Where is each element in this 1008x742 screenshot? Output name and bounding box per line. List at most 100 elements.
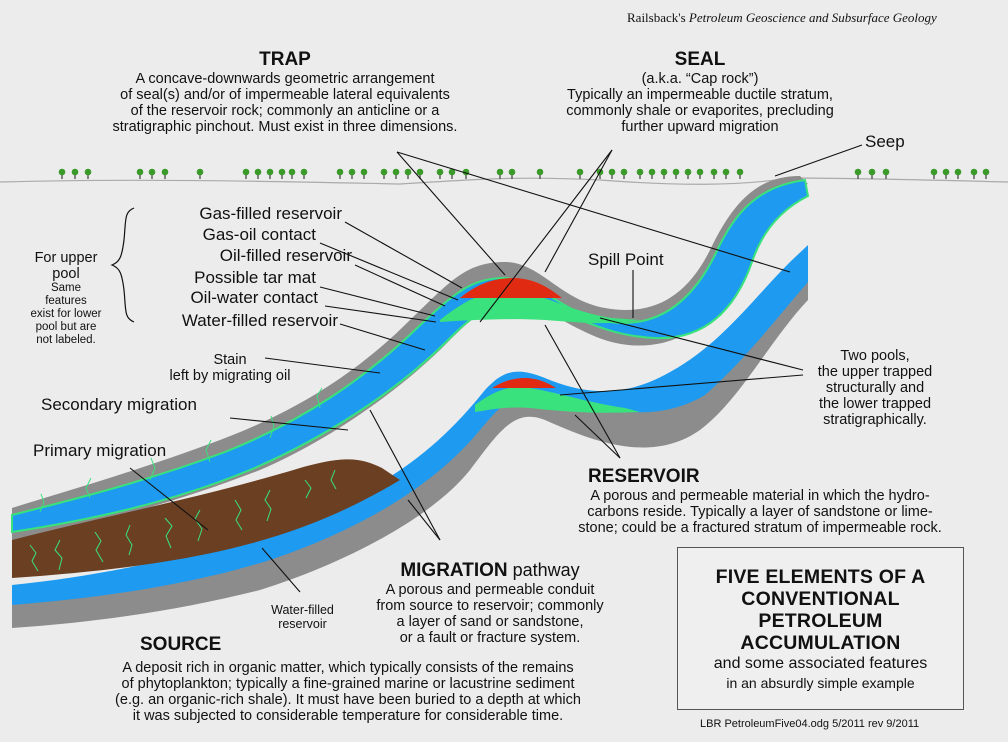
stain-line: left by migrating oil bbox=[169, 368, 291, 384]
tree-trunk bbox=[933, 174, 935, 179]
tree-crown bbox=[360, 168, 368, 176]
tree-crown bbox=[196, 168, 204, 176]
tree-trunk bbox=[579, 174, 581, 179]
trap-line: of seal(s) and/or of impermeable lateral… bbox=[120, 87, 450, 103]
seep-label: Seep bbox=[865, 132, 905, 151]
tree-crown bbox=[636, 168, 644, 176]
tree-crown bbox=[736, 168, 744, 176]
tree-crown bbox=[348, 168, 356, 176]
migration-line: or a fault or fracture system. bbox=[399, 630, 581, 646]
tree-crown bbox=[942, 168, 950, 176]
upper-pool-note-line: features bbox=[45, 295, 87, 307]
tree-trunk bbox=[639, 174, 641, 179]
credit-author: Railsback's bbox=[627, 10, 686, 25]
source-heading: SOURCE bbox=[140, 634, 222, 655]
seal-heading: SEAL bbox=[674, 49, 726, 70]
stain-label: Stain left by migrating oil bbox=[135, 352, 325, 384]
upper-pool-title: pool bbox=[52, 266, 80, 282]
migration-heading: MIGRATION bbox=[400, 560, 508, 581]
upper-pool-note: For upper pool Same features exist for l… bbox=[18, 250, 114, 347]
tree-trunk bbox=[871, 174, 873, 179]
tree-trunk bbox=[363, 174, 365, 179]
tree-trunk bbox=[199, 174, 201, 179]
spill-point-label: Spill Point bbox=[588, 250, 664, 269]
feature-gas-oil-contact: Gas-oil contact bbox=[202, 225, 316, 244]
tree-crown bbox=[266, 168, 274, 176]
leader-lines bbox=[129, 144, 863, 593]
tree-crown bbox=[620, 168, 628, 176]
reservoir-heading: RESERVOIR bbox=[588, 466, 700, 487]
tree-trunk bbox=[419, 174, 421, 179]
source-rock-layer bbox=[12, 459, 400, 578]
tree-trunk bbox=[739, 174, 741, 179]
tree-trunk bbox=[957, 174, 959, 179]
tree-trunk bbox=[164, 174, 166, 179]
tree-crown bbox=[136, 168, 144, 176]
two-pools-label: Two pools, the upper trapped structurall… bbox=[790, 348, 960, 428]
tree-trunk bbox=[451, 174, 453, 179]
two-pools-line: the upper trapped bbox=[817, 364, 933, 380]
tree-crown bbox=[58, 168, 66, 176]
tree-trunk bbox=[465, 174, 467, 179]
surface-trees bbox=[58, 168, 990, 179]
secondary-migration-label: Secondary migration bbox=[41, 395, 197, 414]
tree-trunk bbox=[269, 174, 271, 179]
upper-pool-note-line: Same bbox=[50, 282, 82, 294]
reservoir-block: RESERVOIR A porous and permeable materia… bbox=[540, 466, 980, 536]
gas-cap-lower bbox=[492, 378, 556, 388]
migration-line: a layer of sand or sandstone, bbox=[396, 614, 584, 630]
tree-crown bbox=[648, 168, 656, 176]
tree-trunk bbox=[139, 174, 141, 179]
tree-crown bbox=[722, 168, 730, 176]
tree-crown bbox=[982, 168, 990, 176]
tree-trunk bbox=[383, 174, 385, 179]
tree-crown bbox=[336, 168, 344, 176]
tree-trunk bbox=[281, 174, 283, 179]
trap-heading: TRAP bbox=[259, 49, 311, 70]
migration-block: MIGRATION pathway A porous and permeable… bbox=[350, 560, 630, 646]
trap-line: A concave-downwards geometric arrangemen… bbox=[135, 71, 435, 87]
tree-trunk bbox=[511, 174, 513, 179]
tree-crown bbox=[392, 168, 400, 176]
tree-crown bbox=[404, 168, 412, 176]
tree-crown bbox=[416, 168, 424, 176]
reservoir-layer-upper bbox=[11, 178, 810, 534]
tree-crown bbox=[608, 168, 616, 176]
tree-crown bbox=[288, 168, 296, 176]
feature-water-filled-reservoir: Water-filled reservoir bbox=[181, 311, 338, 330]
tree-trunk bbox=[439, 174, 441, 179]
migration-line: from source to reservoir; commonly bbox=[376, 598, 604, 614]
tree-trunk bbox=[611, 174, 613, 179]
feature-oil-filled-reservoir: Oil-filled reservoir bbox=[219, 246, 352, 265]
upper-pool-brace bbox=[110, 207, 135, 323]
tree-trunk bbox=[857, 174, 859, 179]
reservoir-line: A porous and permeable material in which… bbox=[590, 488, 930, 504]
tree-crown bbox=[448, 168, 456, 176]
migration-line: A porous and permeable conduit bbox=[385, 582, 595, 598]
tree-crown bbox=[930, 168, 938, 176]
tree-trunk bbox=[257, 174, 259, 179]
tree-trunk bbox=[407, 174, 409, 179]
source-line: it was subjected to considerable tempera… bbox=[132, 708, 564, 724]
seal-line: (a.k.a. “Cap rock”) bbox=[641, 71, 759, 87]
two-pools-line: structurally and bbox=[825, 380, 925, 396]
tree-trunk bbox=[663, 174, 665, 179]
tree-trunk bbox=[74, 174, 76, 179]
primary-migration-veins bbox=[29, 469, 337, 572]
seal-line: commonly shale or evaporites, precluding bbox=[566, 103, 834, 119]
tree-crown bbox=[148, 168, 156, 176]
trap-line: stratigraphic pinchout. Must exist in th… bbox=[112, 119, 458, 135]
tree-crown bbox=[84, 168, 92, 176]
tree-trunk bbox=[291, 174, 293, 179]
tree-trunk bbox=[623, 174, 625, 179]
reservoir-line: carbons reside. Typically a layer of san… bbox=[587, 504, 933, 520]
tree-crown bbox=[710, 168, 718, 176]
tree-crown bbox=[684, 168, 692, 176]
title-subtitle-2: in an absurdly simple example bbox=[726, 675, 915, 691]
tree-crown bbox=[71, 168, 79, 176]
tree-crown bbox=[254, 168, 262, 176]
tree-crown bbox=[696, 168, 704, 176]
source-line: (e.g. an organic-rich shale). It must ha… bbox=[115, 692, 581, 708]
tree-crown bbox=[882, 168, 890, 176]
credit-line: Railsback's Petroleum Geoscience and Sub… bbox=[627, 10, 937, 26]
